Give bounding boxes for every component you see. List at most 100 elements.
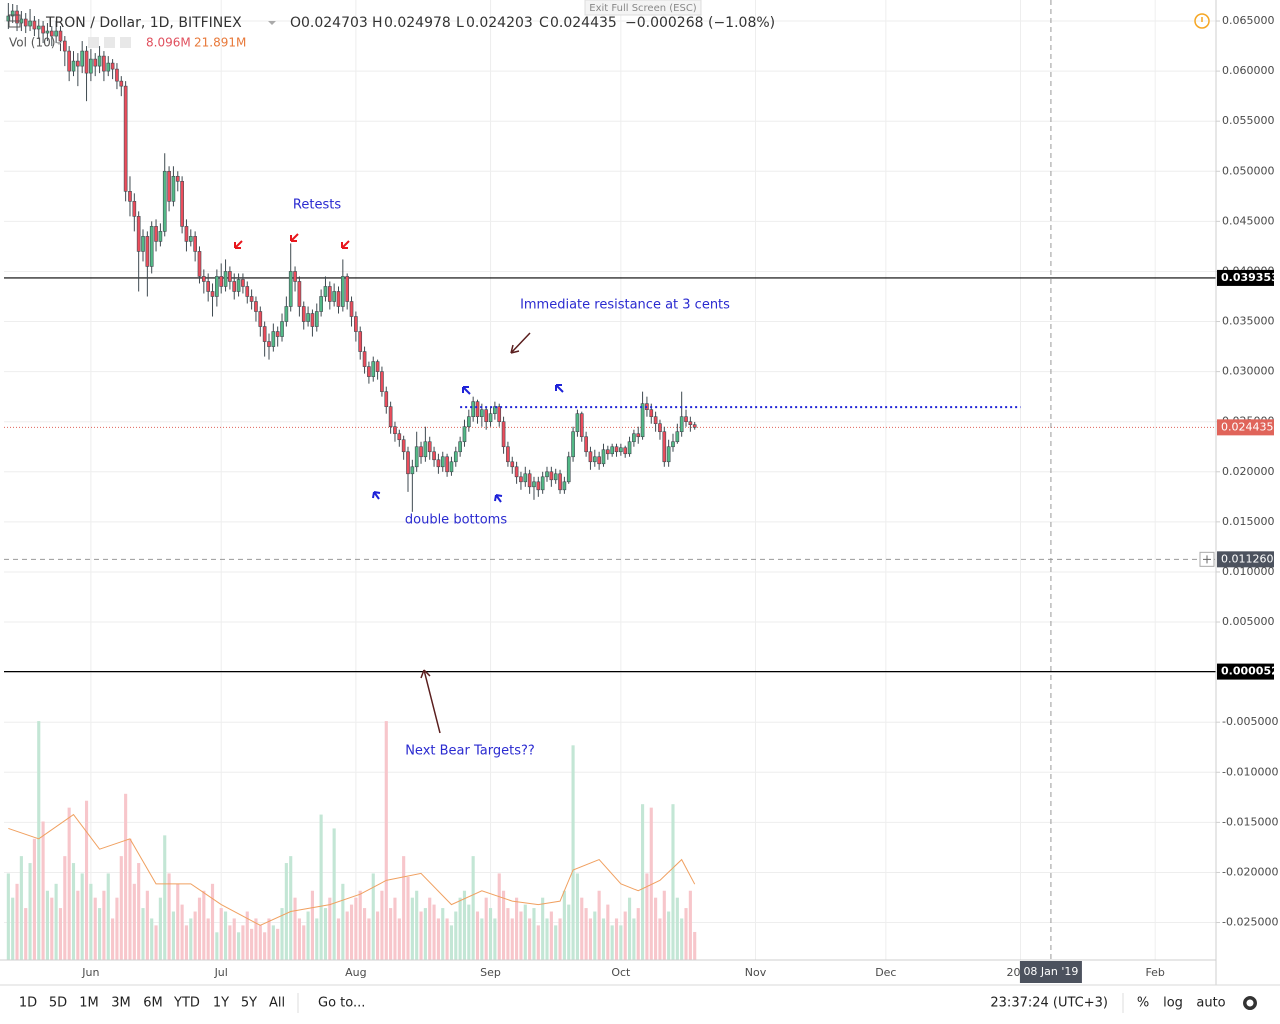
candle-body (15, 10, 19, 24)
y-tick-label: 0.020000 (1222, 465, 1275, 478)
volume-bar (358, 890, 362, 960)
candle-body (597, 456, 601, 465)
range-button[interactable]: 6M (143, 996, 163, 1011)
volume-bar (323, 908, 328, 960)
candle-body (688, 421, 693, 426)
vol-btn[interactable] (104, 37, 115, 48)
volume-bar (128, 838, 132, 960)
option-button[interactable]: % (1137, 996, 1149, 1011)
candle-body (232, 281, 237, 292)
goto-button[interactable]: Go to... (318, 996, 365, 1011)
candle-body (566, 456, 571, 483)
volume-bar (98, 908, 102, 960)
range-button[interactable]: 5D (49, 996, 67, 1011)
volume-bar (641, 804, 645, 960)
change: −0.000268 (−1.08%) (625, 15, 775, 31)
volume-bar (145, 890, 149, 960)
volume-bar (167, 873, 171, 960)
candle-body (280, 321, 284, 337)
volume-bar (245, 911, 249, 960)
candle-body (228, 271, 232, 282)
x-tick-label: Feb (1145, 966, 1164, 979)
candle-body (519, 476, 523, 483)
last-price-label: 0.024435 (1221, 420, 1274, 433)
volume-bar (545, 918, 549, 960)
volume-caret[interactable] (56, 42, 62, 45)
candle-body (579, 413, 584, 438)
candles (6, 2, 697, 512)
candle-body (202, 276, 206, 282)
candle-body (436, 459, 441, 468)
candle-body (532, 481, 536, 488)
level-tag (1217, 663, 1274, 680)
candle-body (510, 461, 515, 468)
settings-icon[interactable] (1243, 996, 1258, 1011)
candle-body (301, 306, 306, 322)
candle-body (267, 341, 271, 347)
candle-body (536, 481, 541, 491)
volume-bar (80, 873, 84, 960)
range-button[interactable]: 1Y (213, 996, 229, 1011)
volume-bar (619, 925, 623, 960)
x-tick-label: Jun (81, 966, 99, 979)
candle-body (623, 447, 628, 455)
exit-hint[interactable]: Exit Full Screen (ESC) (589, 3, 697, 14)
exit-box[interactable] (584, 0, 702, 16)
candle-body (462, 426, 467, 443)
candle-body (484, 409, 489, 422)
volume-bar (471, 856, 475, 960)
volume-bar (558, 918, 562, 960)
candle-body (154, 226, 158, 242)
candle-body (80, 50, 85, 67)
volume-bar (562, 890, 566, 960)
open-letter: O (290, 15, 301, 31)
candle-body (23, 18, 28, 27)
option-button[interactable]: auto (1196, 996, 1225, 1011)
volume-bar (193, 911, 197, 960)
candle-body (527, 473, 532, 488)
option-button[interactable]: log (1163, 996, 1183, 1011)
candle-body (601, 449, 606, 465)
range-button[interactable]: 3M (111, 996, 131, 1011)
volume-ma-last: 21.891M (194, 36, 246, 50)
volume-bar (432, 904, 436, 960)
alert-icon[interactable] (1194, 13, 1210, 29)
volume-bar (297, 918, 301, 960)
volume-bar (267, 918, 271, 960)
candle-body (414, 446, 419, 468)
candle-body (145, 236, 150, 267)
volume-bar (484, 897, 488, 960)
volume-bar (219, 908, 223, 960)
volume-bar (102, 890, 106, 960)
candle-body (458, 441, 462, 453)
vol-btn[interactable] (120, 37, 131, 48)
volume-bar (11, 897, 15, 960)
candle-body (549, 471, 554, 481)
range-button[interactable]: 1D (19, 996, 37, 1011)
volume-bar (54, 883, 58, 960)
high-value: 0.024978 (384, 15, 451, 31)
candle-body (423, 441, 428, 458)
candle-body (36, 25, 41, 30)
range-button[interactable]: 1M (79, 996, 99, 1011)
vol-btn[interactable] (88, 37, 99, 48)
candle-body (406, 451, 410, 475)
range-button[interactable]: 5Y (241, 996, 257, 1011)
title-caret[interactable] (268, 21, 276, 25)
y-tick-label: -0.010000 (1222, 765, 1278, 778)
range-button[interactable]: YTD (173, 996, 200, 1011)
range-button[interactable]: All (269, 996, 285, 1011)
volume-bar (6, 873, 10, 960)
volume-bar (276, 928, 280, 960)
candle-body (223, 271, 228, 287)
low-letter: L (456, 15, 464, 31)
candle-body (449, 461, 454, 473)
candle-body (345, 276, 350, 302)
candle-body (627, 441, 632, 455)
y-tick-label: 0.060000 (1222, 64, 1275, 77)
volume-bar (336, 918, 341, 960)
volume-bar (150, 918, 154, 960)
volume-bar (119, 856, 123, 960)
candle-body (184, 226, 189, 242)
candle-body (110, 62, 115, 70)
